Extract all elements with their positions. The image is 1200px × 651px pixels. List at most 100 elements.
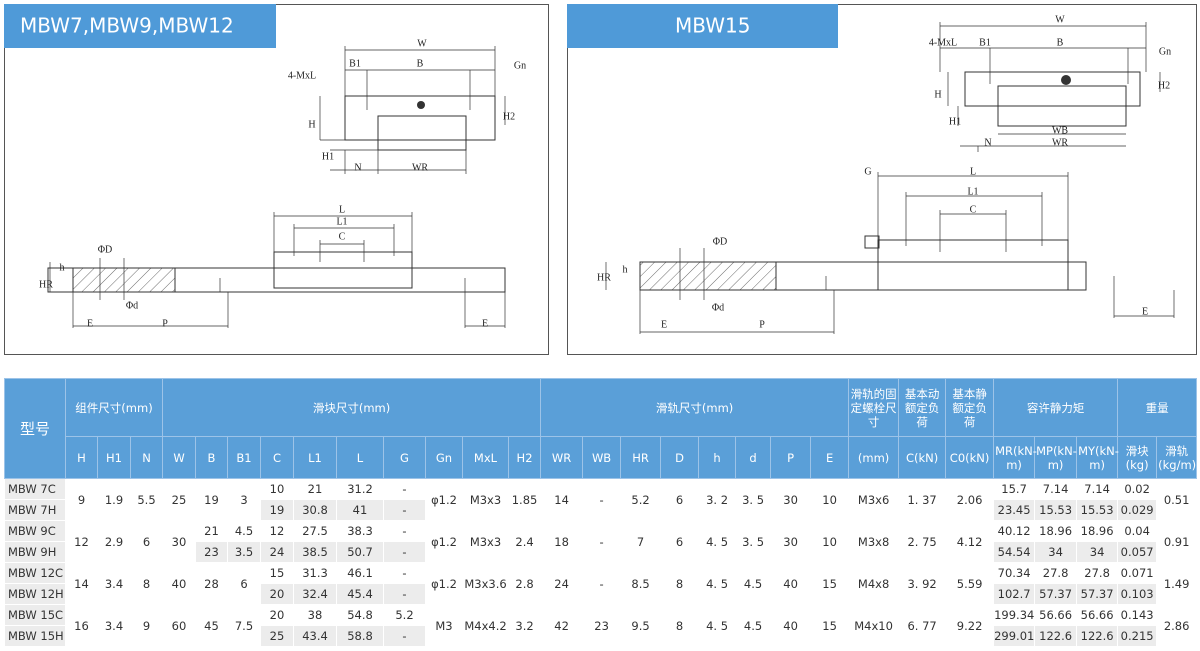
data-cell: 57.37 xyxy=(1034,583,1078,605)
dimension-label: 4-MxL xyxy=(929,37,957,48)
data-cell: - xyxy=(383,541,426,563)
data-cell: 32.4 xyxy=(293,583,337,605)
data-cell: 27.8 xyxy=(1034,562,1078,584)
data-cell: 3. 5 xyxy=(735,520,772,563)
data-cell: 1.85 xyxy=(507,478,542,521)
data-cell: - xyxy=(383,625,426,647)
data-cell: 3. 2 xyxy=(698,478,737,521)
dimension-label: Φd xyxy=(126,300,138,311)
data-cell: 70.34 xyxy=(993,562,1036,584)
data-cell: 21 xyxy=(195,520,228,542)
dimension-label: B1 xyxy=(979,37,991,48)
data-cell: 38.3 xyxy=(336,520,384,542)
data-cell: 6 xyxy=(130,520,163,563)
drawing-part xyxy=(344,95,496,141)
data-cell: 122.6 xyxy=(1034,625,1078,647)
data-cell: 18.96 xyxy=(1034,520,1078,542)
dimension-label: B xyxy=(1057,37,1064,48)
header-cell: MY(kN-m) xyxy=(1076,436,1119,479)
data-row: MBW 12C 14 3.4 8 40 28 6 15 31.3 46.1- φ1.2 M3x3.6 2… xyxy=(4,562,1198,605)
data-cell: 54.54 xyxy=(993,541,1036,563)
header-cell: H1 xyxy=(97,436,131,479)
data-cell: 3.4 xyxy=(97,604,131,647)
dimension-label: P xyxy=(162,318,168,329)
data-cell: 10 xyxy=(810,520,850,563)
dimension-label: N xyxy=(354,162,361,173)
panel-tab xyxy=(567,4,838,48)
data-cell: - xyxy=(383,499,426,521)
dimension-label: H xyxy=(308,119,315,130)
data-cell: 18 xyxy=(540,520,584,563)
model-cell: MBW 7H xyxy=(4,499,66,521)
model-cell: MBW 9C xyxy=(4,520,66,542)
header-cell: G xyxy=(383,436,426,479)
data-cell: 2.8 xyxy=(507,562,542,605)
data-cell: M4x8 xyxy=(848,562,900,605)
header-cell: MR(kN-m) xyxy=(993,436,1037,479)
data-row: MBW 15C 16 3.4 9 60 45 7.5 20 38 54.8 5.2 M3 M4x4.2 3… xyxy=(4,604,1198,647)
data-cell: 23 xyxy=(582,604,622,647)
dimension-label: WR xyxy=(1052,137,1068,148)
data-cell: 1. 37 xyxy=(898,478,947,521)
header-cell: WB xyxy=(582,436,622,479)
header-cell: 重量 xyxy=(1117,378,1198,437)
data-cell: 2.86 xyxy=(1156,604,1198,647)
data-cell: 42 xyxy=(540,604,584,647)
data-cell: 54.8 xyxy=(336,604,384,626)
data-cell: 4.5 xyxy=(227,520,261,542)
dimension-label: C xyxy=(970,204,977,215)
header-cell: C xyxy=(260,436,294,479)
data-cell: 1.49 xyxy=(1156,562,1198,605)
header-cell: MxL xyxy=(462,436,509,479)
data-cell: 6 xyxy=(660,520,700,563)
header-cell: B xyxy=(195,436,228,479)
data-cell: 46.1 xyxy=(336,562,384,584)
drawing-part xyxy=(997,85,1127,127)
data-cell: 3.5 xyxy=(227,541,261,563)
data-cell: 40 xyxy=(770,604,812,647)
data-cell: 30 xyxy=(162,520,196,563)
data-cell: M3x6 xyxy=(848,478,900,521)
dimension-label: E xyxy=(482,318,488,329)
model-cell: MBW 7C xyxy=(4,478,66,500)
data-cell: 7 xyxy=(620,520,662,563)
header-cell: L xyxy=(336,436,384,479)
data-cell: 3 xyxy=(227,478,261,521)
header-cell: 滑轨的固定螺栓尺寸 xyxy=(848,378,900,437)
header-cell: 滑块尺寸(mm) xyxy=(161,378,542,437)
data-cell: 14 xyxy=(540,478,584,521)
dimension-label: H2 xyxy=(1158,80,1170,91)
data-cell: 45 xyxy=(195,604,228,647)
model-cell: MBW 15H xyxy=(4,625,66,647)
header-cell: N xyxy=(130,436,163,479)
dimension-label: ΦD xyxy=(713,236,728,247)
dimension-label: B1 xyxy=(349,58,361,69)
header-cell: E xyxy=(810,436,850,479)
data-cell: 2.9 xyxy=(97,520,131,563)
gn-fitting xyxy=(417,101,425,109)
dimension-label: HR xyxy=(597,272,611,283)
panel-title: MBW15 xyxy=(675,14,751,38)
dimension-label: L xyxy=(339,204,345,215)
dimension-label: L1 xyxy=(967,186,978,197)
data-cell: 0.02 xyxy=(1117,478,1158,500)
header-cell: D xyxy=(660,436,700,479)
data-cell: 25 xyxy=(260,625,294,647)
data-cell: 34 xyxy=(1076,541,1119,563)
data-cell: 0.143 xyxy=(1117,604,1158,626)
data-cell: 56.66 xyxy=(1034,604,1078,626)
model-cell: MBW 9H xyxy=(4,541,66,563)
data-cell: 24 xyxy=(540,562,584,605)
drawing-part xyxy=(377,115,467,151)
data-cell: 0.071 xyxy=(1117,562,1158,584)
dimension-label: ΦD xyxy=(98,244,113,255)
drawings: MBW7,MBW9,MBW12 MBW15 W B1 B 4-MxL Gn H H2 H1 N WR L… xyxy=(4,4,1197,355)
data-row: MBW 7C 9 1.9 5.5 25 19 3 10 21 31.2- φ1.2 M3x3 1.85 1… xyxy=(4,478,1198,521)
data-cell: 28 xyxy=(195,562,228,605)
data-cell: M3 xyxy=(425,604,463,647)
data-cell: 9 xyxy=(65,478,98,521)
data-cell: 12 xyxy=(65,520,98,563)
header-cell: L1 xyxy=(293,436,337,479)
model-cell: MBW 12H xyxy=(4,583,66,605)
